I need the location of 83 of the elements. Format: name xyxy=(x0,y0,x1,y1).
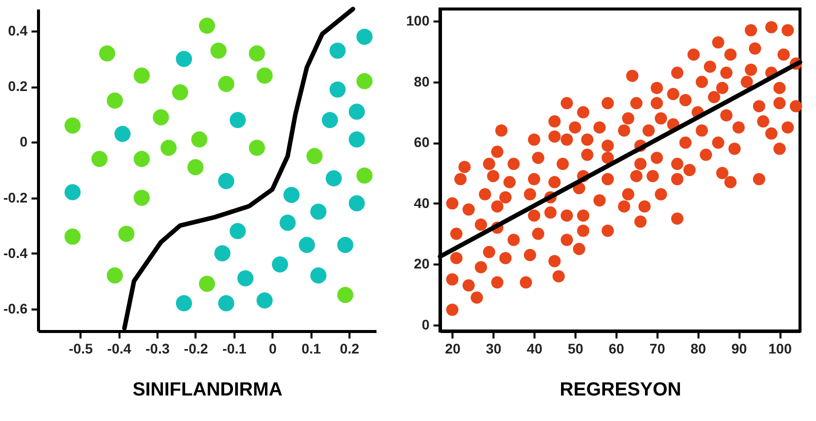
x-tick-label: 30 xyxy=(486,340,502,356)
x-tick-label: 20 xyxy=(444,340,461,356)
x-tick-label: 50 xyxy=(568,340,584,356)
point xyxy=(322,112,338,128)
point xyxy=(176,50,192,68)
point xyxy=(306,148,323,164)
point xyxy=(198,18,216,34)
point xyxy=(337,236,354,253)
point xyxy=(191,131,208,148)
y-tick-label: 0.4 xyxy=(8,22,28,39)
point xyxy=(272,256,288,272)
point xyxy=(160,140,177,156)
x-tick-label: 100 xyxy=(768,340,792,356)
point xyxy=(330,81,346,98)
x-tick-label: -0.3 xyxy=(146,340,170,356)
point xyxy=(348,131,365,148)
point xyxy=(152,109,169,126)
y-tick-label: 0 xyxy=(20,134,28,150)
point xyxy=(118,226,134,242)
point xyxy=(134,150,150,167)
point xyxy=(106,92,123,109)
x-axis-title: SINIFLANDIRMA xyxy=(132,380,283,400)
point xyxy=(356,168,373,184)
point xyxy=(64,228,81,245)
y-tick-label: -0.4 xyxy=(3,244,28,261)
y-tick-label: 100 xyxy=(406,12,430,29)
x-tick-label: 70 xyxy=(650,340,666,356)
point xyxy=(337,286,354,303)
point xyxy=(134,68,150,84)
point xyxy=(230,223,246,240)
y-tick-label: 80 xyxy=(414,73,430,90)
y-tick-label: 0.2 xyxy=(8,78,28,94)
x-tick-label: 80 xyxy=(690,340,706,356)
point xyxy=(310,267,326,284)
point xyxy=(348,195,365,212)
point xyxy=(248,140,265,156)
x-tick-label: 0 xyxy=(268,340,277,356)
point xyxy=(64,184,81,200)
point xyxy=(214,245,230,262)
point xyxy=(356,28,373,45)
point xyxy=(256,292,273,309)
point xyxy=(248,45,265,62)
point xyxy=(218,76,234,92)
point xyxy=(348,104,365,120)
y-tick-label: 60 xyxy=(414,134,430,150)
x-tick-label: -0.1 xyxy=(222,340,247,356)
x-tick-label: 40 xyxy=(526,340,543,356)
point xyxy=(218,295,234,312)
point xyxy=(230,112,246,128)
point xyxy=(114,126,131,142)
x-tick-label: 0.1 xyxy=(301,340,322,356)
point xyxy=(330,42,346,59)
point xyxy=(280,214,296,231)
point xyxy=(99,45,116,62)
point xyxy=(91,150,108,167)
point xyxy=(198,276,216,292)
point xyxy=(176,295,192,312)
point xyxy=(298,236,315,253)
y-tick-label: -0.6 xyxy=(3,300,28,316)
point xyxy=(64,118,81,134)
point xyxy=(256,68,273,84)
x-tick-label: -0.2 xyxy=(184,340,208,356)
point xyxy=(237,270,254,286)
point xyxy=(172,84,188,100)
point xyxy=(326,170,342,186)
x-tick-label: 60 xyxy=(608,340,624,356)
point xyxy=(106,267,123,284)
x-tick-label: -0.4 xyxy=(107,340,132,356)
point xyxy=(356,73,373,90)
point xyxy=(134,190,150,206)
point xyxy=(310,204,326,220)
point xyxy=(218,173,234,190)
y-tick-label: 40 xyxy=(414,194,430,211)
x-axis-title: REGRESYON xyxy=(560,380,682,400)
y-tick-label: 20 xyxy=(414,256,430,272)
point xyxy=(187,159,204,176)
x-tick-label: 0.2 xyxy=(340,340,360,356)
point xyxy=(210,42,227,59)
x-tick-label: -0.5 xyxy=(68,340,94,356)
y-tick-label: -0.2 xyxy=(3,189,28,206)
y-tick-label: 0 xyxy=(422,316,430,332)
x-tick-label: 90 xyxy=(731,340,748,356)
point xyxy=(283,186,300,204)
